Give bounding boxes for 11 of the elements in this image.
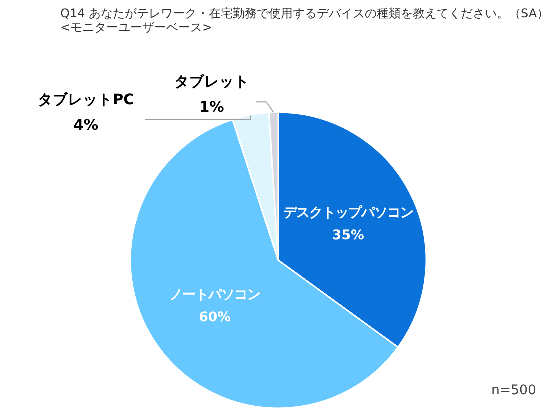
slice-label: デスクトップパソコン	[283, 205, 414, 222]
data-label: 4%	[74, 116, 99, 134]
slice-label: タブレットPC	[38, 91, 134, 108]
slice-label: ノートパソコン	[170, 288, 261, 303]
data-label: 35%	[332, 228, 364, 244]
chart-title: Q14 あなたがテレワーク・在宅勤務で使用するデバイスの種類を教えてください。（SA）	[60, 6, 550, 20]
data-label: 60%	[199, 310, 231, 326]
slice-label: タブレット	[174, 73, 250, 90]
text: n=500	[491, 384, 537, 398]
chart-subtitle: <モニターユーザーベース>	[60, 20, 213, 34]
data-label: 1%	[199, 98, 225, 116]
